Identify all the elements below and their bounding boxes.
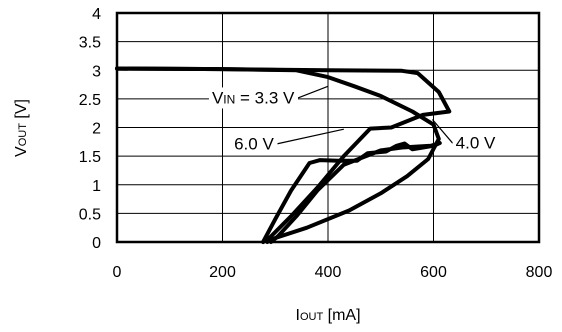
y-axis-title: VOUT [V] bbox=[13, 99, 30, 157]
y-tick-labels: 0 0.5 1 1.5 2 2.5 3 3.5 4 bbox=[79, 6, 101, 252]
y-tick-label: 0.5 bbox=[79, 206, 101, 223]
x-tick-label: 0 bbox=[113, 264, 122, 281]
y-tick-label: 1.5 bbox=[79, 149, 101, 166]
x-tick-label: 800 bbox=[526, 264, 553, 281]
x-axis-title-sub: OUT bbox=[300, 311, 324, 323]
series-label-1: 4.0 V bbox=[456, 134, 496, 153]
y-axis-title-main: V bbox=[13, 146, 30, 157]
series-label-0: VIN = 3.3 V bbox=[212, 88, 295, 107]
y-tick-label: 3.5 bbox=[79, 35, 101, 52]
series-line-0 bbox=[115, 66, 441, 244]
grid-lines bbox=[116, 12, 540, 243]
y-tick-label: 0 bbox=[92, 235, 101, 252]
series-label-2: 6.0 V bbox=[234, 134, 274, 153]
x-tick-label: 200 bbox=[209, 264, 236, 281]
annotation-layer: VIN = 3.3 V 4.0 V 6.0 V bbox=[208, 85, 500, 155]
series-line-1 bbox=[115, 66, 452, 244]
y-tick-label: 2.5 bbox=[79, 92, 101, 109]
y-tick-label: 2 bbox=[92, 121, 101, 138]
series-label-rest: = 3.3 V bbox=[235, 88, 295, 107]
series-label-sub: IN bbox=[223, 92, 235, 106]
x-tick-label: 600 bbox=[420, 264, 447, 281]
x-axis-title-main: I bbox=[295, 307, 299, 324]
y-axis-title-sub: OUT bbox=[17, 123, 29, 147]
series-label-bg bbox=[231, 133, 278, 155]
plot-frame bbox=[115, 11, 541, 244]
y-axis-title-unit: [V] bbox=[13, 99, 30, 123]
series-layer bbox=[115, 66, 452, 244]
y-tick-label: 4 bbox=[92, 6, 101, 23]
y-tick-label: 3 bbox=[92, 63, 101, 80]
x-axis-title-unit: [mA] bbox=[323, 307, 360, 324]
series-line-2 bbox=[261, 141, 442, 244]
series-label-main: V bbox=[212, 88, 224, 107]
x-tick-labels: 0 200 400 600 800 bbox=[113, 264, 553, 281]
series-leader-line bbox=[297, 85, 329, 99]
series-leader-line bbox=[431, 119, 454, 144]
series-label-bg bbox=[208, 87, 299, 109]
series-leader-line bbox=[277, 128, 344, 145]
series-label-bg bbox=[452, 132, 500, 154]
y-tick-label: 1 bbox=[92, 178, 101, 195]
x-axis-title: IOUT [mA] bbox=[295, 307, 360, 324]
x-tick-label: 400 bbox=[315, 264, 342, 281]
